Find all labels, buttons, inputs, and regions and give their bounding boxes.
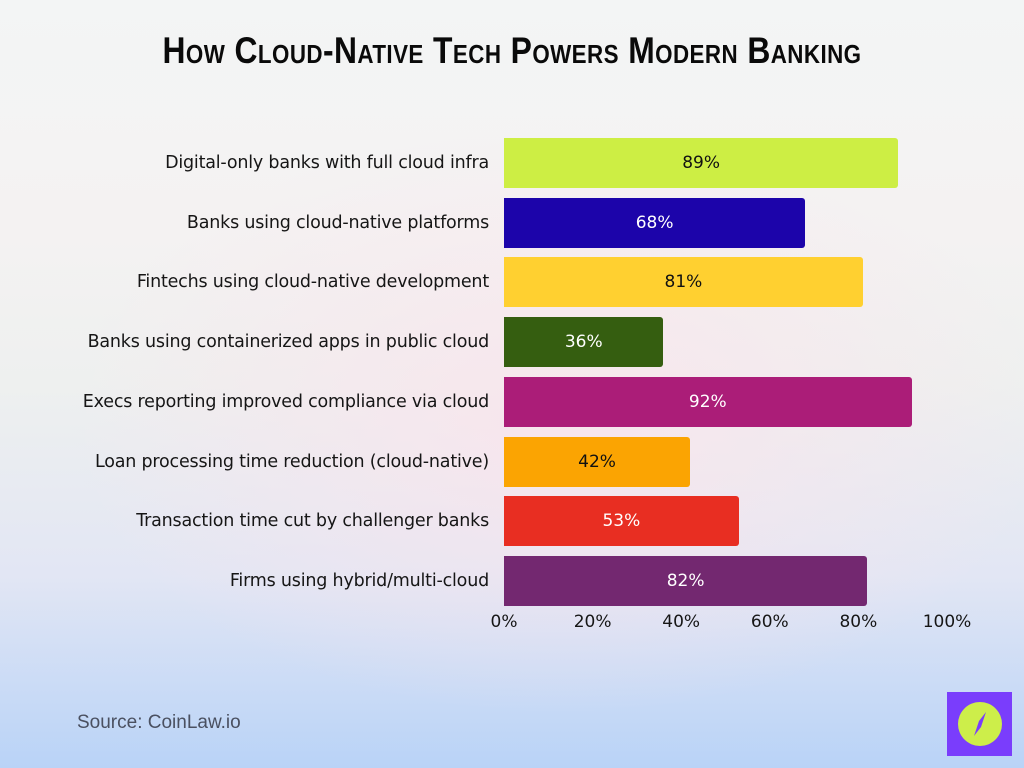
bar-value-label: 81%	[664, 272, 703, 293]
bar: 36%	[504, 317, 664, 368]
bar-row: Banks using cloud-native platforms 68%	[0, 197, 1024, 248]
bar-label: Loan processing time reduction (cloud-na…	[94, 451, 489, 472]
bar-value-label: 36%	[564, 332, 603, 353]
bar: 81%	[504, 257, 863, 308]
x-axis-tick: 80%	[839, 612, 878, 632]
x-axis-tick: 20%	[573, 612, 612, 632]
source-text: Source: CoinLaw.io	[77, 712, 241, 733]
x-axis-tick: 40%	[662, 612, 701, 632]
bar: 42%	[504, 436, 691, 487]
bar-value-label: 53%	[602, 511, 641, 532]
bar-value-label: 82%	[666, 570, 705, 591]
bar-value-label: 89%	[682, 153, 721, 173]
bar-label: Fintechs using cloud-native development	[136, 272, 489, 293]
bar-row: Firms using hybrid/multi-cloud 82%	[0, 555, 1024, 606]
bar-row: Loan processing time reduction (cloud-na…	[0, 436, 1024, 487]
bar-row: Banks using containerized apps in public…	[0, 317, 1024, 368]
bar: 89%	[504, 138, 899, 188]
bar-label: Transaction time cut by challenger banks	[136, 511, 489, 532]
x-axis-tick: 100%	[922, 612, 972, 632]
bar-value-label: 42%	[578, 451, 616, 472]
logo	[947, 692, 1012, 756]
bar-label: Firms using hybrid/multi-cloud	[229, 570, 489, 591]
chart-title: How Cloud-Native Tech Powers Modern Bank…	[162, 30, 862, 71]
compass-icon	[957, 702, 1002, 746]
bar-row: Execs reporting improved compliance via …	[0, 376, 1024, 427]
bar: 53%	[504, 496, 739, 547]
bar-row: Digital-only banks with full cloud infra…	[0, 138, 1024, 188]
x-axis-tick: 0%	[490, 612, 518, 632]
bar: 68%	[504, 197, 806, 248]
bar: 82%	[504, 555, 868, 606]
bar-label: Banks using containerized apps in public…	[87, 332, 490, 353]
bar-row: Fintechs using cloud-native development 8…	[0, 257, 1024, 308]
bar: 92%	[504, 376, 912, 427]
bar-label: Digital-only banks with full cloud infra	[165, 153, 489, 173]
bar-label: Banks using cloud-native platforms	[186, 212, 489, 233]
bar-row: Transaction time cut by challenger banks…	[0, 496, 1024, 547]
bar-value-label: 92%	[688, 391, 727, 412]
bar-value-label: 68%	[635, 212, 674, 233]
bar-label: Execs reporting improved compliance via …	[82, 391, 489, 412]
x-axis: 0% 20% 40% 60% 80% 100%	[0, 612, 1024, 636]
x-axis-tick: 60%	[750, 612, 789, 632]
